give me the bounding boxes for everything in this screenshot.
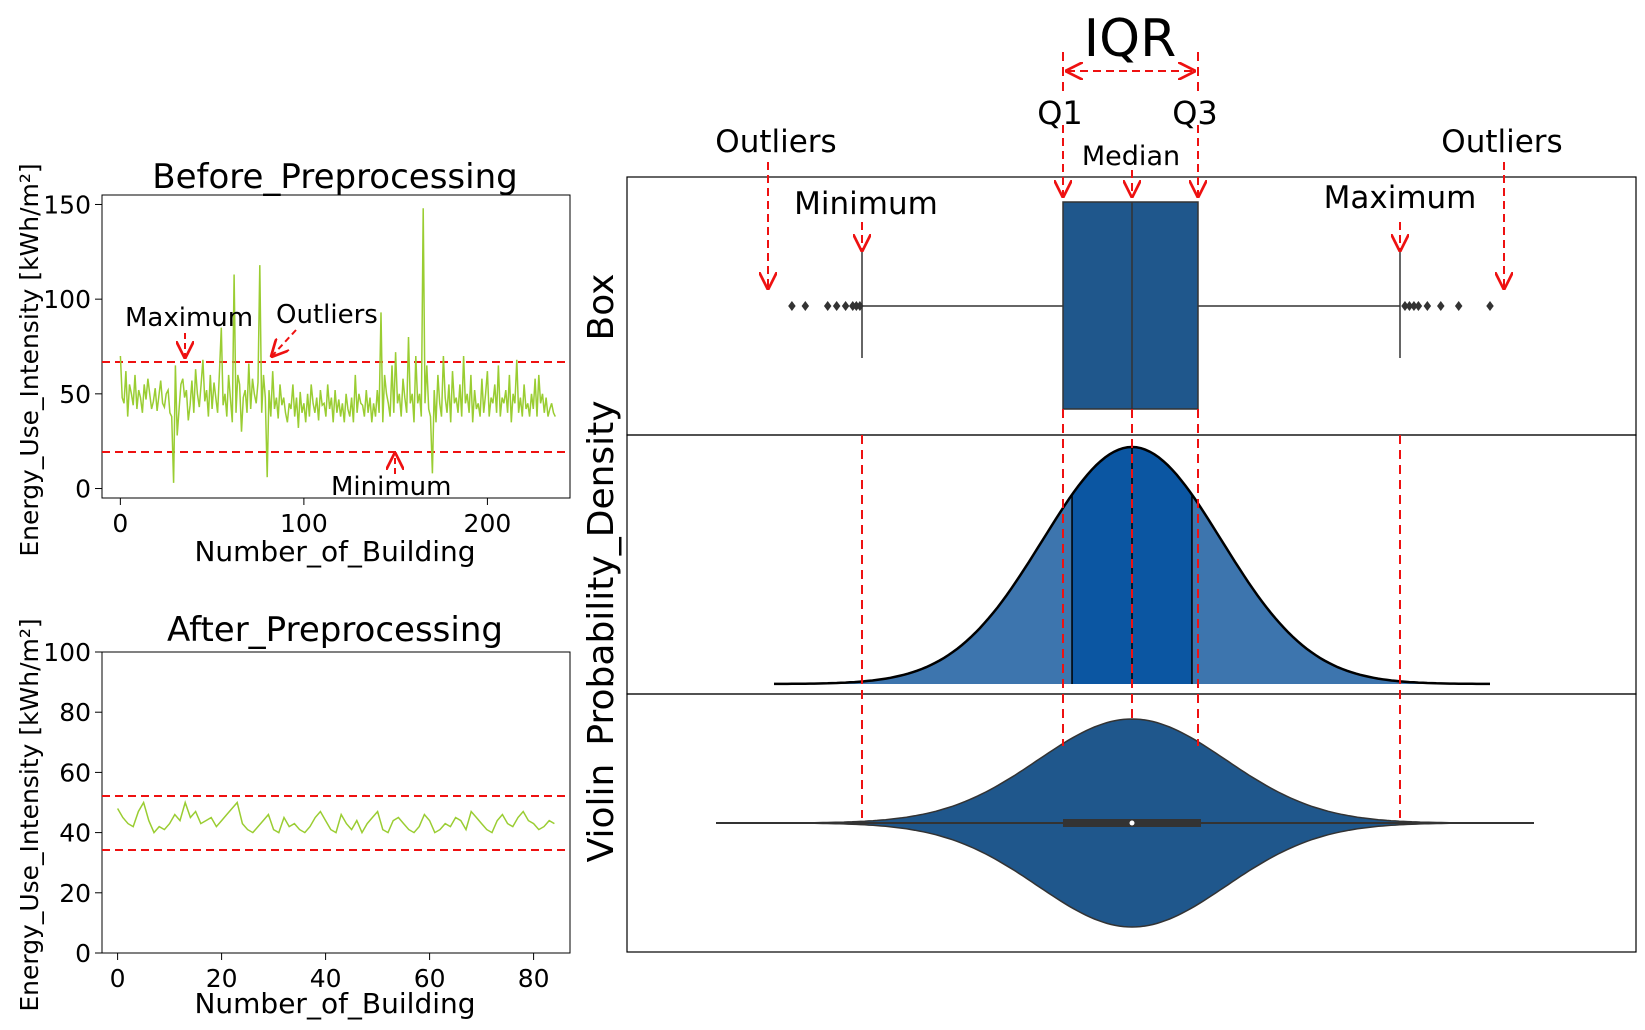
box-iqr [1062, 201, 1199, 410]
chart2-xtick-label: 0 [110, 964, 126, 993]
box-outlier-point [1414, 301, 1423, 311]
chart1-ytick-label: 100 [43, 285, 91, 314]
chart2-ytick-label: 20 [59, 879, 91, 908]
panel-label-density: Probability_Density [581, 400, 622, 745]
chart1-ytick-label: 0 [75, 475, 91, 504]
label-iqr: IQR [1084, 9, 1176, 69]
chart2-ytick-label: 0 [75, 939, 91, 968]
box-outlier-point [801, 301, 810, 311]
chart2-series-line [116, 800, 555, 835]
chart1-ytick-label: 50 [59, 380, 91, 409]
label-minimum: Minimum [794, 186, 938, 222]
chart2-ytick-label: 100 [43, 638, 91, 667]
box-outlier-point [1423, 301, 1432, 311]
chart1-annotation-outliers: Outliers [276, 300, 378, 330]
box-outliers [788, 301, 1494, 311]
chart1-xtick-label: 200 [464, 509, 512, 538]
box-outlier-point [788, 301, 796, 311]
chart1-arrow-outliers [272, 329, 297, 356]
guide-lines [861, 52, 1401, 818]
label-median: Median [1082, 141, 1180, 172]
box-outlier-point [1410, 301, 1418, 311]
chart2-frame [101, 651, 571, 954]
box-outlier-point [1486, 301, 1494, 311]
label-maximum: Maximum [1324, 180, 1477, 216]
chart1-title: Before_Preprocessing [152, 157, 517, 197]
chart1-frame [101, 194, 571, 499]
box-outlier-point [1405, 301, 1414, 311]
chart1-annotation-minimum: Minimum [331, 472, 452, 502]
box-outlier-point [856, 301, 864, 311]
chart2-ytick-label: 80 [59, 698, 91, 727]
chart1-xtick-label: 100 [280, 509, 328, 538]
chart1-xlabel: Number_of_Building [194, 535, 475, 568]
panel-label-violin: Violin [581, 764, 622, 863]
box-outlier-point [1437, 301, 1445, 311]
label-outliers-left: Outliers [715, 124, 836, 160]
chart2-ylabel: Energy_Use_Intensity [kWh/m²] [15, 618, 44, 1011]
chart2-ytick-label: 40 [59, 819, 91, 848]
annotation-arrows [768, 71, 1504, 288]
label-q1: Q1 [1037, 94, 1083, 132]
chart2-xtick-label: 40 [310, 964, 342, 993]
box-outlier-point [823, 301, 832, 311]
box-outlier-point [1454, 301, 1463, 311]
chart-after-preprocessing: After_Preprocessing 0 20 40 60 80 100 0 20 40 60… [15, 610, 571, 1020]
chart2-yticks: 0 20 40 60 80 100 [43, 638, 102, 968]
chart2-xlabel: Number_of_Building [194, 987, 475, 1020]
violin-median-dot [1129, 820, 1135, 826]
chart1-xtick-label: 0 [112, 509, 128, 538]
panel-label-box: Box [581, 274, 622, 341]
chart-before-preprocessing: Before_Preprocessing 0 50 100 150 0 100 200 M… [15, 157, 571, 568]
chart2-ytick-label: 60 [59, 758, 91, 787]
chart2-xtick-label: 60 [414, 964, 446, 993]
chart-distribution-explainer: Box Probability_Density Violin [581, 9, 1637, 953]
chart1-annotation-maximum: Maximum [125, 303, 253, 333]
chart2-title: After_Preprocessing [167, 610, 503, 650]
chart1-series-line [119, 208, 556, 483]
chart1-ylabel: Energy_Use_Intensity [kWh/m²] [15, 163, 44, 556]
label-outliers-right: Outliers [1441, 124, 1562, 160]
label-q3: Q3 [1172, 94, 1218, 132]
chart1-yticks: 0 50 100 150 [43, 190, 102, 504]
box-outlier-point [841, 301, 850, 311]
chart2-xtick-label: 20 [206, 964, 238, 993]
chart2-xtick-label: 80 [518, 964, 550, 993]
box-outlier-point [1401, 301, 1409, 311]
chart1-ytick-label: 150 [43, 190, 91, 219]
chart2-xticks: 0 20 40 60 80 [110, 953, 550, 993]
chart1-xticks: 0 100 200 [112, 498, 511, 538]
box-outlier-point [832, 301, 841, 311]
